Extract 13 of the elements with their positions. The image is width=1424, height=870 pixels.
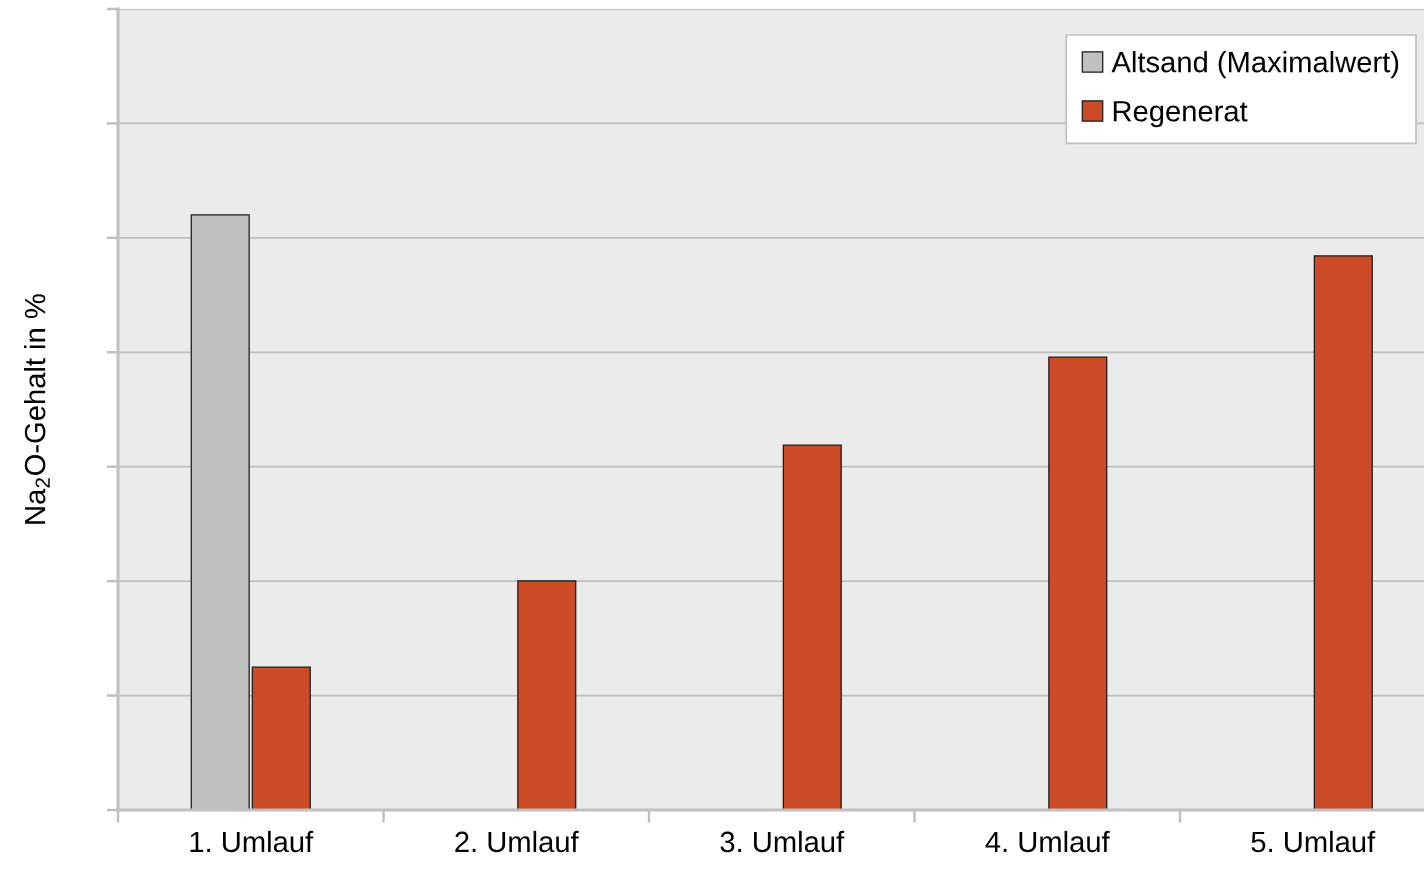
x-tick-label: 5. Umlauf: [1251, 830, 1376, 853]
bar: [517, 580, 577, 810]
x-tick-label: 4. Umlauf: [985, 830, 1110, 853]
x-tick-label: 3. Umlauf: [720, 830, 845, 853]
bar: [782, 444, 842, 810]
x-tick-label: 1. Umlauf: [190, 830, 314, 853]
bar: [251, 666, 311, 810]
x-tick-label: 2. Umlauf: [455, 830, 579, 853]
bar: [1313, 255, 1373, 810]
y-axis-title: Na$_{2}$O-Gehalt in %: [23, 294, 50, 524]
bar: [1048, 356, 1108, 810]
legend-label: Regenerat: [1113, 101, 1248, 128]
legend-label: Altsand (Maximalwert): [1111, 51, 1399, 79]
